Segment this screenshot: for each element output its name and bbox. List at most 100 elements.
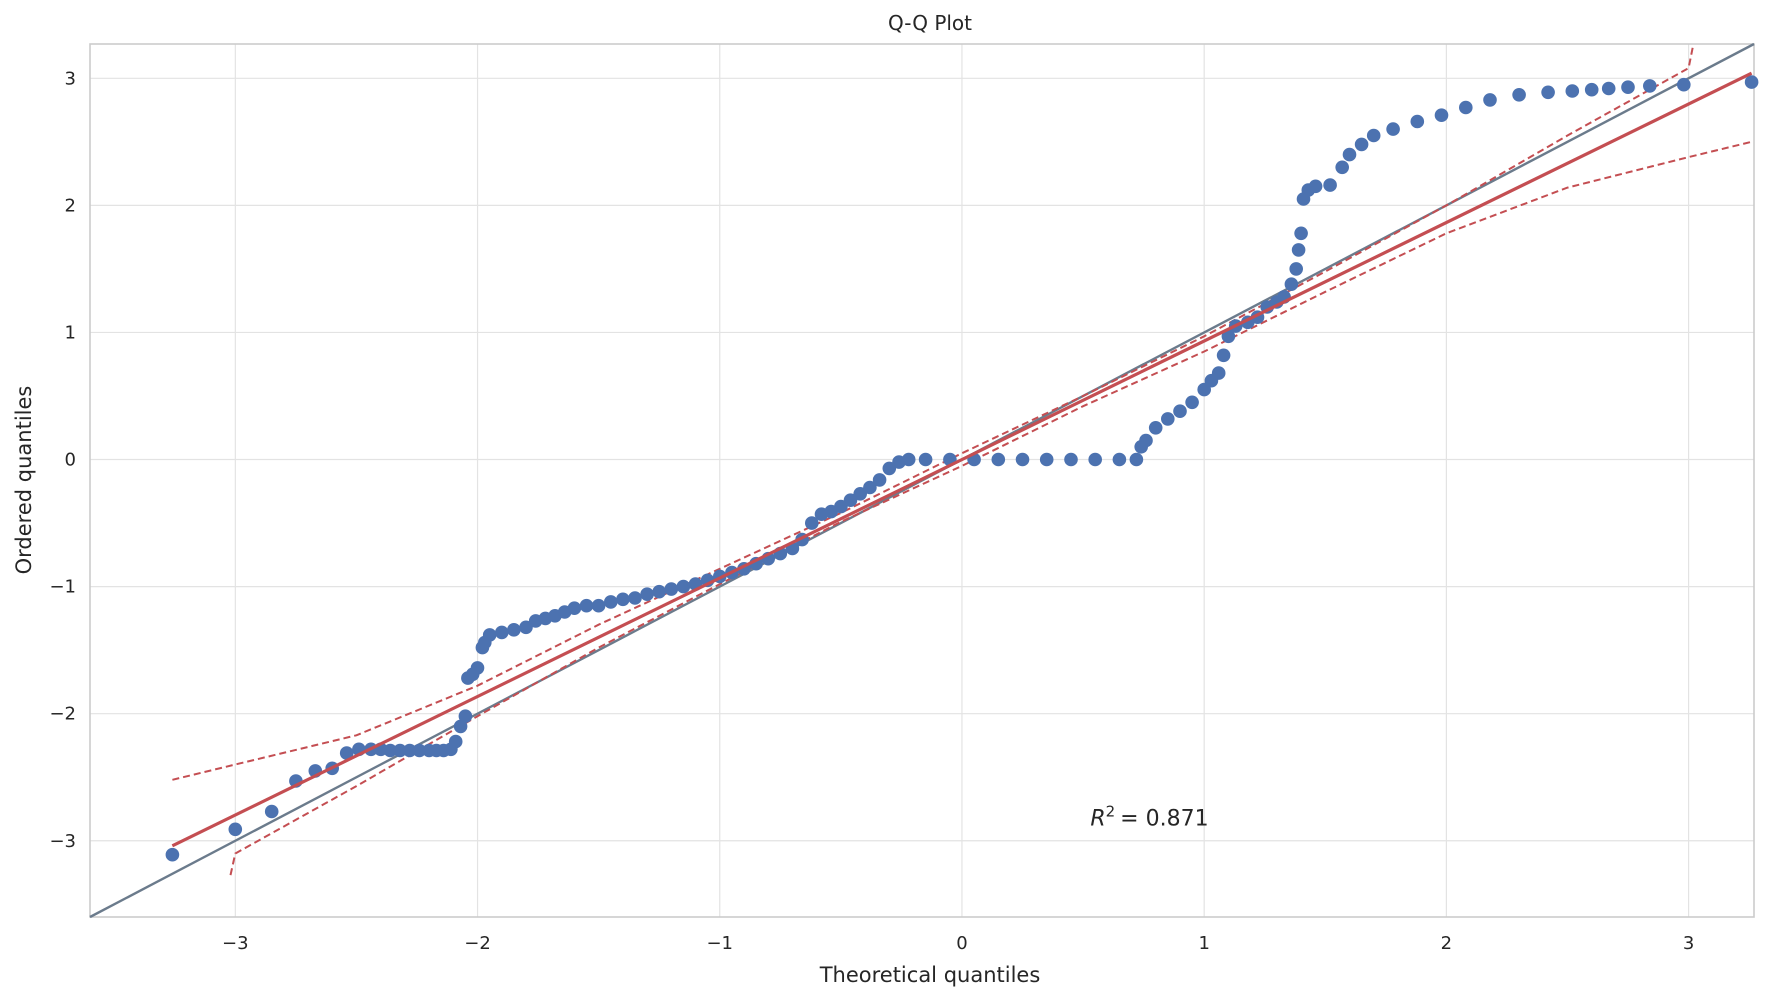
y-tick-label: 3 [65,68,76,89]
qq-point [1148,421,1163,435]
qq-point [1064,452,1078,467]
qq-point [616,592,630,607]
qq-point [1015,452,1030,467]
qq-point [918,452,933,467]
qq-point [1289,262,1303,276]
qq-point [1565,84,1580,98]
y-tick-label: 1 [65,322,76,343]
qq-point [1483,93,1497,107]
qq-point [412,743,427,758]
qq-point [652,584,666,599]
y-axis-label: Ordered quantiles [12,386,36,575]
qq-point [579,598,594,613]
x-tick-label: 0 [956,933,967,954]
qq-point [519,620,533,635]
qq-point [853,487,867,501]
qq-point [1161,412,1175,426]
qq-point [1434,108,1449,122]
qq-point [1643,79,1657,93]
qq-point [1410,114,1425,129]
y-tick-label: 0 [65,450,76,471]
qq-point [1129,452,1144,467]
qq-point [1354,137,1369,152]
qq-point [1284,277,1299,292]
qq-point [591,598,606,613]
qq-point [676,579,691,594]
qq-point [901,452,916,467]
qq-point [1216,348,1231,363]
qq-point [1291,243,1306,257]
qq-point [1342,147,1357,162]
confidence-band-lower [229,140,1752,876]
qq-point [843,493,858,508]
qq-point [165,847,180,862]
qq-point [1621,80,1635,94]
qq-point [1335,160,1349,175]
qq-point [1139,433,1153,448]
y-tick-label: 2 [65,195,76,216]
y-tick-label: −3 [49,831,76,852]
plot-area-frame [89,43,1755,918]
y-tick-label: −1 [49,577,76,598]
x-tick-label: −3 [222,933,249,954]
qq-point [1366,128,1381,143]
qq-point [264,804,279,819]
fit-line [171,71,1753,848]
qq-point [1088,452,1102,467]
qq-point [1744,75,1759,89]
qq-point [339,746,354,760]
x-tick-label: −1 [706,933,733,954]
qq-point [1039,452,1054,467]
r-squared-annotation: R2 = 0.871 [1090,803,1208,832]
qq-point [1677,77,1691,92]
qq-point [664,582,679,596]
qq-point [453,719,468,734]
qq-point [448,734,463,749]
qq-point [402,743,417,758]
qq-point [1584,82,1599,97]
qq-point [1386,122,1400,136]
confidence-band-upper [172,43,1695,781]
y-tick-label: −2 [49,704,76,725]
qq-point [805,516,819,530]
qq-point [1601,81,1616,96]
grid-lines [90,44,1754,917]
qq-point [834,499,848,514]
r-squared-exponent: 2 [1106,803,1116,821]
qq-point [628,591,642,605]
chart-title: Q-Q Plot [888,11,972,35]
qq-point [1185,395,1199,410]
qq-point [863,480,877,495]
r-squared-value: = 0.871 [1120,807,1208,832]
qq-point [383,743,398,758]
qq-point [1308,179,1323,194]
qq-point [640,587,654,601]
qq-point [1294,226,1308,241]
qq-point [991,452,1006,467]
qq-point [1323,178,1337,192]
qq-point [567,601,582,615]
qq-point [1459,100,1473,115]
qq-point [1211,366,1226,380]
qq-point [1173,404,1187,419]
x-axis-label: Theoretical quantiles [819,963,1041,987]
qq-point [882,461,897,476]
x-tick-label: 3 [1683,933,1694,954]
qq-point [470,661,485,675]
qq-point [507,623,521,637]
data-layer [89,42,1759,919]
qq-point [1112,452,1127,467]
x-tick-label: 2 [1441,933,1452,954]
qq-point [495,625,509,640]
x-tick-label: −2 [464,933,491,954]
qq-point [1221,329,1236,344]
axis-tick-labels: −3 −2 −1 0 1 2 3 −3 −2 −1 0 1 2 3 [49,68,1694,954]
r-squared-text: R2 = 0.871 [1090,803,1208,832]
qq-point [228,822,243,837]
qq-point [1541,85,1555,100]
qq-point [1512,88,1526,102]
r-squared-symbol: R [1090,807,1105,832]
qq-point [604,595,618,609]
